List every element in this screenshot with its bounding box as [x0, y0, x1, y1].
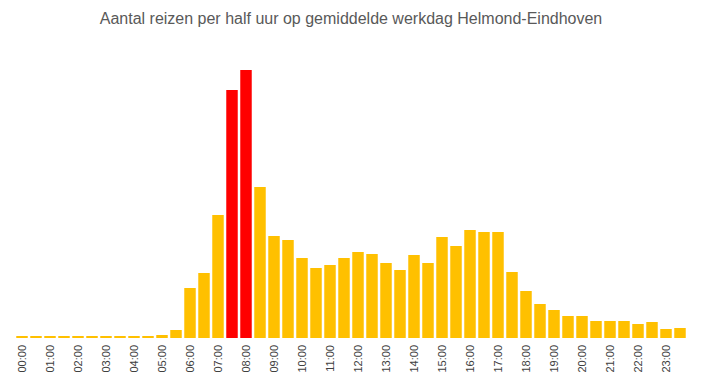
x-tick-label: 04:00 [128, 345, 140, 373]
bar [366, 254, 377, 338]
x-tick-label: 19:00 [548, 345, 560, 373]
bar [296, 258, 307, 338]
x-tick-label: 11:00 [324, 345, 336, 372]
bar [660, 329, 671, 338]
bar [590, 321, 601, 338]
bar [576, 316, 587, 338]
bar [44, 336, 55, 338]
bar [58, 336, 69, 338]
bar [548, 310, 559, 338]
x-tick-label: 10:00 [296, 345, 308, 373]
bar [226, 90, 237, 338]
bar [534, 304, 545, 338]
bar [16, 336, 27, 338]
bar [338, 258, 349, 338]
bar [268, 236, 279, 338]
x-tick-label: 23:00 [660, 345, 672, 373]
bar [324, 265, 335, 338]
bar [142, 336, 153, 338]
x-tick-label: 08:00 [240, 345, 252, 373]
bar [310, 268, 321, 338]
bar [618, 321, 629, 338]
bar [352, 252, 363, 338]
chart: Aantal reizen per half uur op gemiddelde… [0, 0, 702, 383]
x-tick-label: 09:00 [268, 345, 280, 373]
bar [128, 336, 139, 338]
bar [464, 230, 475, 338]
bar [86, 336, 97, 338]
bar [422, 263, 433, 338]
bar [72, 336, 83, 338]
x-tick-label: 18:00 [520, 345, 532, 373]
bar [30, 336, 41, 338]
x-tick-label: 16:00 [464, 345, 476, 373]
bar [604, 321, 615, 338]
bar [170, 330, 181, 338]
bar [240, 70, 251, 338]
x-tick-label: 15:00 [436, 345, 448, 373]
bar [520, 291, 531, 338]
bar [198, 273, 209, 338]
bar [100, 336, 111, 338]
x-tick-label: 12:00 [352, 345, 364, 373]
bar [674, 328, 685, 338]
bar [506, 272, 517, 338]
bar [212, 215, 223, 338]
bar [632, 324, 643, 338]
bar [646, 322, 657, 338]
title: Aantal reizen per half uur op gemiddelde… [100, 10, 603, 27]
x-tick-label: 07:00 [212, 345, 224, 373]
x-tick-label: 03:00 [100, 345, 112, 373]
x-tick-label: 00:00 [16, 345, 28, 373]
bar [380, 263, 391, 338]
x-tick-label: 20:00 [576, 345, 588, 373]
x-tick-label: 22:00 [632, 345, 644, 373]
bars [16, 70, 685, 338]
x-tick-label: 21:00 [604, 345, 616, 373]
bar [254, 187, 265, 338]
bar [562, 316, 573, 338]
bar [436, 237, 447, 338]
bar [450, 246, 461, 338]
bar [492, 232, 503, 338]
x-tick-label: 13:00 [380, 345, 392, 373]
x-tick-label: 14:00 [408, 345, 420, 373]
bar [478, 232, 489, 338]
x-tick-label: 05:00 [156, 345, 168, 373]
bar [282, 240, 293, 338]
bar [184, 288, 195, 338]
x-tick-label: 06:00 [184, 345, 196, 373]
bar [114, 336, 125, 338]
bar [394, 270, 405, 338]
bar [156, 335, 167, 338]
x-tick-label: 02:00 [72, 345, 84, 373]
x-tick-label: 01:00 [44, 345, 56, 373]
bar [408, 255, 419, 338]
x-tick-label: 17:00 [492, 345, 504, 373]
